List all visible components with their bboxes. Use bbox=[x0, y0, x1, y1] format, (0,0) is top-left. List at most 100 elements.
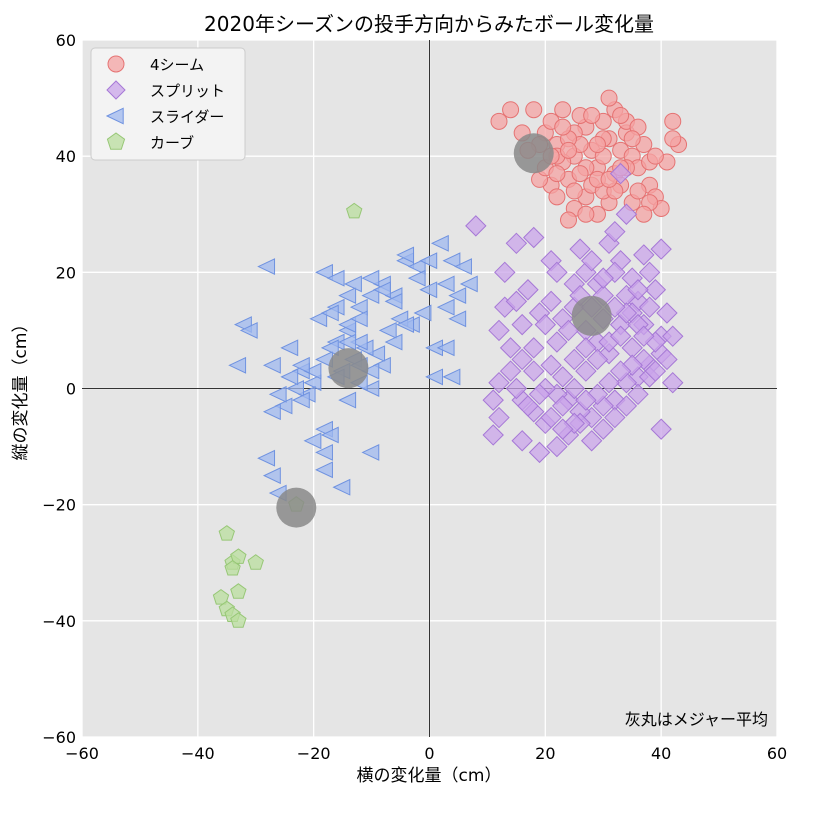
series-diamond bbox=[465, 162, 684, 464]
data-point bbox=[262, 467, 281, 485]
data-point bbox=[638, 261, 661, 284]
data-point bbox=[627, 383, 649, 406]
data-point bbox=[257, 258, 276, 275]
data-point bbox=[627, 279, 649, 301]
data-point bbox=[592, 418, 614, 440]
data-point bbox=[499, 360, 522, 382]
data-point bbox=[615, 203, 638, 225]
data-point bbox=[430, 234, 449, 252]
annotation-note: 灰丸はメジャー平均 bbox=[625, 710, 768, 729]
data-point bbox=[552, 395, 574, 417]
data-point bbox=[361, 443, 380, 461]
data-point bbox=[575, 389, 597, 411]
data-point bbox=[523, 360, 545, 382]
legend-marker bbox=[105, 107, 124, 125]
data-point bbox=[494, 261, 516, 284]
data-point bbox=[505, 290, 528, 313]
data-point bbox=[413, 304, 432, 322]
legend-label: スプリット bbox=[150, 82, 225, 100]
x-tick-label: 20 bbox=[535, 744, 555, 763]
data-point bbox=[338, 391, 357, 409]
data-point bbox=[646, 147, 664, 165]
x-tick-label: 0 bbox=[424, 744, 434, 763]
data-point bbox=[274, 397, 293, 415]
data-point bbox=[280, 339, 299, 357]
data-point bbox=[378, 321, 397, 339]
data-point bbox=[560, 141, 577, 159]
data-point bbox=[664, 130, 682, 148]
data-point bbox=[303, 432, 322, 450]
data-point bbox=[662, 325, 684, 347]
data-point bbox=[482, 424, 504, 446]
data-point bbox=[580, 250, 603, 272]
data-point bbox=[442, 252, 461, 270]
data-point bbox=[565, 182, 583, 200]
data-point bbox=[247, 554, 264, 570]
data-point bbox=[454, 258, 472, 275]
data-point bbox=[644, 279, 667, 301]
legend-box bbox=[90, 47, 246, 161]
data-point bbox=[280, 368, 299, 386]
average-marker bbox=[276, 487, 317, 528]
data-point bbox=[540, 290, 562, 313]
data-point bbox=[650, 418, 672, 440]
data-point bbox=[575, 360, 597, 382]
y-tick-label: −20 bbox=[42, 496, 76, 515]
data-point bbox=[407, 258, 426, 275]
data-point bbox=[315, 263, 333, 281]
data-point bbox=[546, 435, 568, 458]
data-point bbox=[482, 389, 504, 411]
data-point bbox=[488, 406, 510, 429]
data-point bbox=[505, 377, 528, 400]
data-point bbox=[540, 354, 562, 376]
data-point bbox=[580, 430, 603, 452]
data-point bbox=[291, 391, 310, 409]
x-axis-ticks: −60 −40 −20 0 20 40 60 bbox=[65, 744, 787, 763]
data-point bbox=[361, 287, 380, 305]
data-point bbox=[459, 275, 478, 293]
x-axis-label: 横の変化量（cm） bbox=[357, 766, 502, 786]
data-point bbox=[303, 362, 322, 380]
data-point bbox=[511, 348, 533, 371]
data-point bbox=[320, 304, 339, 322]
zero-lines bbox=[82, 40, 777, 737]
data-point bbox=[320, 339, 339, 357]
data-point bbox=[349, 298, 368, 316]
data-point bbox=[488, 319, 510, 342]
data-point bbox=[560, 211, 577, 229]
x-tick-label: 40 bbox=[651, 744, 671, 763]
y-tick-label: −40 bbox=[42, 612, 76, 631]
data-point bbox=[338, 287, 357, 305]
data-point bbox=[367, 345, 386, 363]
data-point bbox=[604, 220, 626, 243]
average-markers bbox=[276, 133, 612, 528]
data-point bbox=[499, 337, 522, 359]
x-tick-label: −20 bbox=[297, 744, 331, 763]
data-point bbox=[523, 337, 545, 359]
data-point bbox=[344, 275, 362, 293]
data-point bbox=[548, 188, 566, 206]
data-point bbox=[609, 325, 632, 347]
data-point bbox=[262, 403, 281, 421]
data-points bbox=[212, 89, 688, 628]
data-point bbox=[361, 380, 380, 397]
data-point bbox=[465, 215, 487, 237]
legend-marker bbox=[106, 80, 126, 100]
data-point bbox=[505, 232, 528, 254]
legend-marker bbox=[106, 132, 126, 150]
data-point bbox=[346, 202, 363, 219]
data-point bbox=[525, 101, 543, 119]
data-point bbox=[609, 360, 632, 382]
average-marker bbox=[513, 133, 554, 174]
data-point bbox=[528, 441, 551, 464]
data-point bbox=[523, 226, 545, 249]
data-point bbox=[586, 348, 609, 371]
legend-label: 4シーム bbox=[150, 56, 204, 74]
data-point bbox=[600, 89, 618, 107]
data-point bbox=[315, 461, 333, 479]
data-point bbox=[511, 430, 533, 452]
data-point bbox=[502, 101, 520, 119]
data-point bbox=[546, 331, 568, 353]
y-tick-label: 20 bbox=[56, 263, 76, 282]
